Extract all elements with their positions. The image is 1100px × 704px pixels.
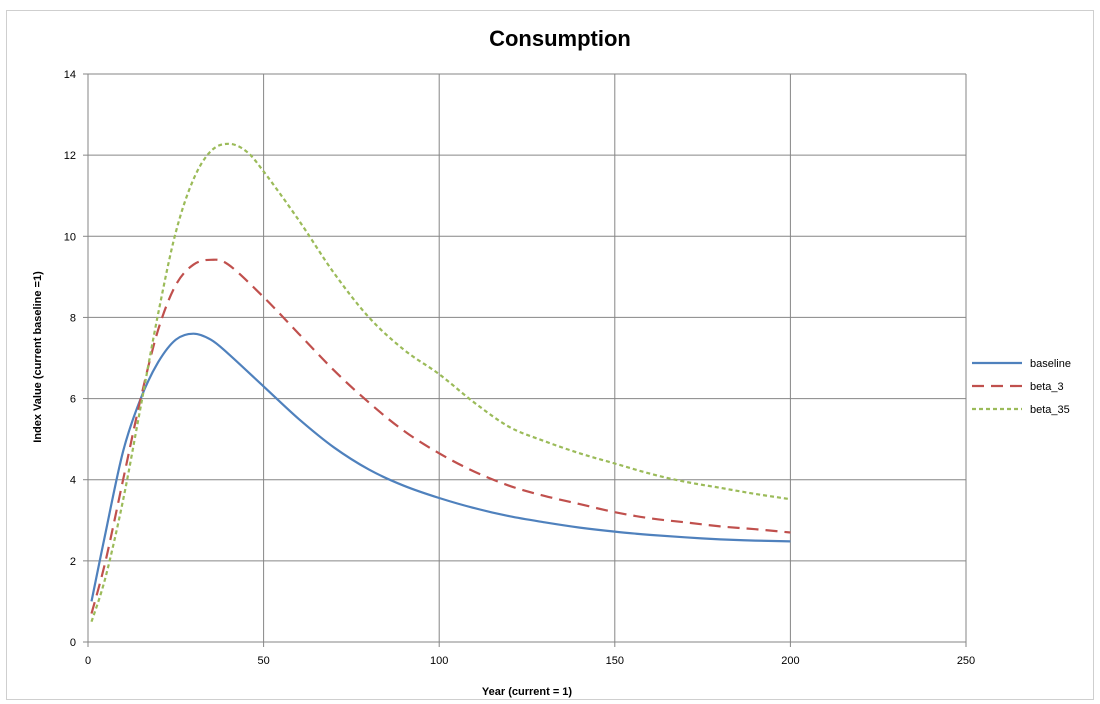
axes: 0 2 4 6 8 10 12 14 0 50 100 150 200 250 xyxy=(64,69,975,667)
y-tick-label: 12 xyxy=(64,150,76,162)
legend: baseline beta_3 beta_35 xyxy=(972,358,1071,416)
grid xyxy=(88,73,967,642)
y-tick-label: 6 xyxy=(70,394,76,406)
x-tick-label: 200 xyxy=(781,655,799,667)
y-tick-label: 2 xyxy=(70,556,76,568)
chart-frame xyxy=(6,10,1094,700)
legend-label-baseline: baseline xyxy=(1030,358,1071,370)
x-tick-label: 150 xyxy=(606,655,624,667)
series-line-beta_3 xyxy=(90,258,791,614)
x-axis-label: Year (current = 1) xyxy=(482,686,573,698)
series-line-beta_35 xyxy=(90,142,791,623)
series-lines xyxy=(90,142,791,623)
chart-title: Consumption xyxy=(489,26,631,51)
x-tick-label: 250 xyxy=(957,655,975,667)
y-axis-label: Index Value (current baseline =1) xyxy=(32,271,44,443)
x-tick-label: 50 xyxy=(257,655,269,667)
y-tick-label: 0 xyxy=(70,637,76,649)
y-tick-label: 10 xyxy=(64,231,76,243)
legend-label-beta_35: beta_35 xyxy=(1030,404,1070,416)
y-tick-label: 4 xyxy=(70,475,76,487)
series-line-baseline xyxy=(90,332,791,602)
x-tick-label: 100 xyxy=(430,655,448,667)
y-tick-label: 8 xyxy=(70,312,76,324)
legend-label-beta_3: beta_3 xyxy=(1030,381,1064,393)
y-tick-label: 14 xyxy=(64,69,76,81)
x-tick-label: 0 xyxy=(85,655,91,667)
